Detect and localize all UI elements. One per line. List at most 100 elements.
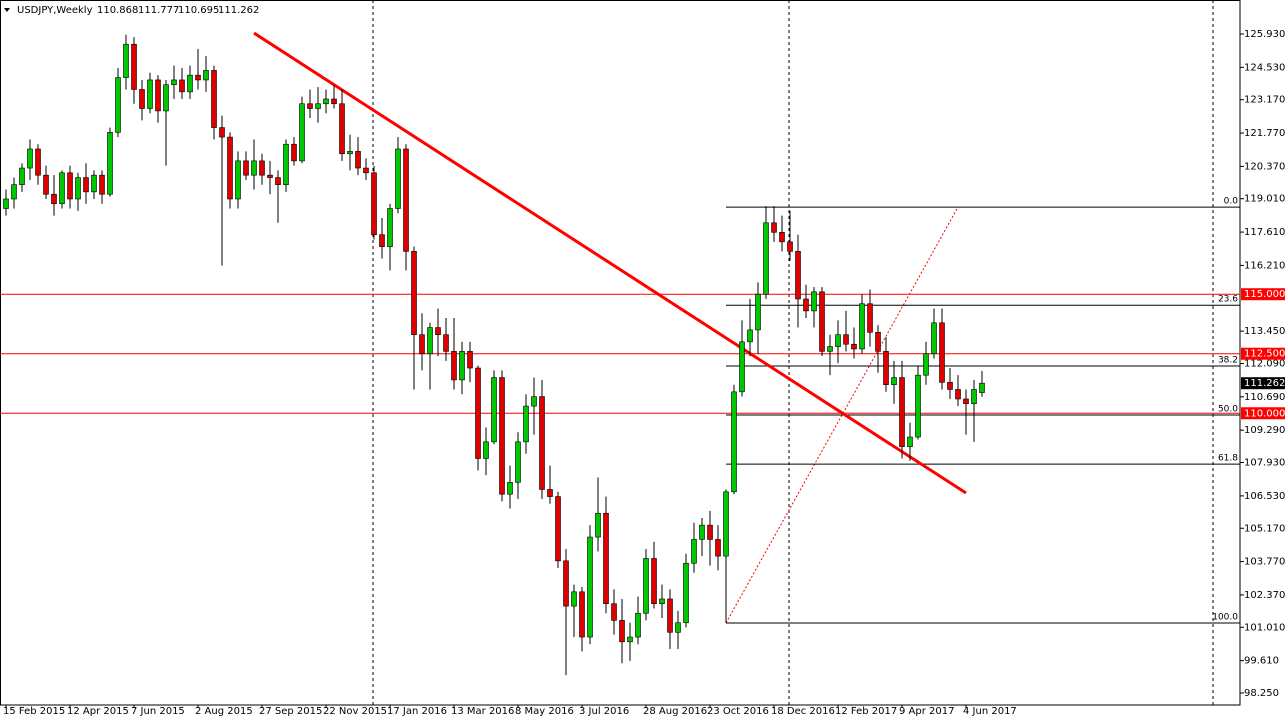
candle-body <box>419 334 425 355</box>
candle-body <box>467 351 473 369</box>
candle-body <box>435 327 441 335</box>
y-tick-label: 113.450 <box>1244 326 1285 337</box>
candle-body <box>443 334 449 352</box>
y-tick-label: 116.210 <box>1244 260 1285 271</box>
candle-body <box>947 382 953 390</box>
candle-body <box>259 160 265 176</box>
x-tick-label: 23 Oct 2016 <box>707 706 769 717</box>
candle-body <box>627 636 633 643</box>
candle-body <box>723 491 729 557</box>
candle-body <box>739 341 745 393</box>
candle-body <box>363 167 369 174</box>
candle-body <box>787 241 793 252</box>
candle-body <box>651 558 657 605</box>
menu-arrow[interactable] <box>4 8 10 12</box>
candle-body <box>139 89 145 109</box>
y-tick-label: 119.010 <box>1244 194 1285 205</box>
candle-body <box>91 174 97 193</box>
candle-body <box>603 512 609 605</box>
candle-body <box>43 174 49 195</box>
candle-body <box>923 353 929 376</box>
candle-body <box>667 598 673 633</box>
candle-body <box>547 489 553 497</box>
y-tick-label: 103.770 <box>1244 557 1285 568</box>
candle-body <box>475 367 481 459</box>
y-tick-label: 121.770 <box>1244 128 1285 139</box>
x-tick-label: 12 Apr 2015 <box>67 706 129 717</box>
candle-body <box>379 234 385 247</box>
candle-body <box>483 441 489 459</box>
candle-body <box>715 539 721 557</box>
candle-body <box>755 293 761 331</box>
candle-body <box>795 251 801 300</box>
candle-body <box>227 136 233 200</box>
candle-body <box>819 291 825 352</box>
fibo-level-label: 23.6 <box>1218 295 1238 305</box>
candle-body <box>403 148 409 252</box>
price-label: 115.000 <box>1244 289 1285 300</box>
candle-body <box>371 172 377 235</box>
y-tick-label: 110.690 <box>1244 392 1285 403</box>
y-tick-label: 98.250 <box>1244 688 1279 699</box>
candle-body <box>587 536 593 638</box>
candle-body <box>555 496 561 562</box>
candle-body <box>315 103 321 109</box>
candle-body <box>563 560 569 607</box>
candle-body <box>283 143 289 186</box>
candle-body <box>147 79 153 109</box>
candle-body <box>179 79 185 93</box>
candle-body <box>579 591 585 638</box>
candle-body <box>803 298 809 312</box>
x-tick-label: 18 Dec 2016 <box>771 706 835 717</box>
y-tick-label: 106.530 <box>1244 491 1285 502</box>
candle-body <box>67 172 73 200</box>
candle-body <box>291 143 297 162</box>
fibo-level-label: 38.2 <box>1218 355 1238 365</box>
candle-body <box>75 177 81 200</box>
x-tick-label: 2 Aug 2015 <box>195 706 253 717</box>
candle-body <box>459 351 465 381</box>
candle-body <box>531 396 537 407</box>
candle-body <box>763 222 769 295</box>
candle-body <box>107 132 113 195</box>
candle-body <box>299 103 305 162</box>
open-value: 110.868 <box>97 5 138 16</box>
y-tick-label: 123.170 <box>1244 95 1285 106</box>
candle-body <box>163 84 169 112</box>
candle-body <box>115 77 121 133</box>
price-label-box <box>1241 288 1285 301</box>
x-tick-label: 22 Nov 2015 <box>323 706 387 717</box>
candle-body <box>355 151 361 169</box>
candle-body <box>851 343 857 350</box>
x-tick-label: 15 Feb 2015 <box>3 706 65 717</box>
candle-body <box>123 43 129 78</box>
fibo-level-label: 50.0 <box>1218 405 1238 415</box>
candle-body <box>779 232 785 243</box>
candle-body <box>571 591 577 607</box>
candle-body <box>411 251 417 335</box>
candle-body <box>523 405 529 443</box>
candle-body <box>27 148 33 169</box>
candle-body <box>731 391 737 493</box>
candle-body <box>251 160 257 176</box>
candle-body <box>699 524 705 540</box>
candle-body <box>675 622 681 633</box>
y-tick-label: 105.170 <box>1244 523 1285 534</box>
candle-body <box>915 374 921 438</box>
x-tick-label: 27 Sep 2015 <box>259 706 322 717</box>
candle-body <box>155 79 161 112</box>
candle-body <box>171 79 177 86</box>
candle-body <box>491 377 497 443</box>
candle-body <box>83 177 89 193</box>
candle-body <box>811 291 817 312</box>
candle-body <box>619 620 625 643</box>
candle-body <box>235 160 241 200</box>
x-tick-label: 17 Jan 2016 <box>387 706 447 717</box>
candle-body <box>347 151 353 155</box>
candle-body <box>59 172 65 205</box>
candle-body <box>331 98 337 105</box>
candle-body <box>195 74 201 81</box>
candle-body <box>507 482 513 495</box>
symbol: USDJPY,Weekly <box>17 5 93 16</box>
candle-body <box>939 322 945 383</box>
